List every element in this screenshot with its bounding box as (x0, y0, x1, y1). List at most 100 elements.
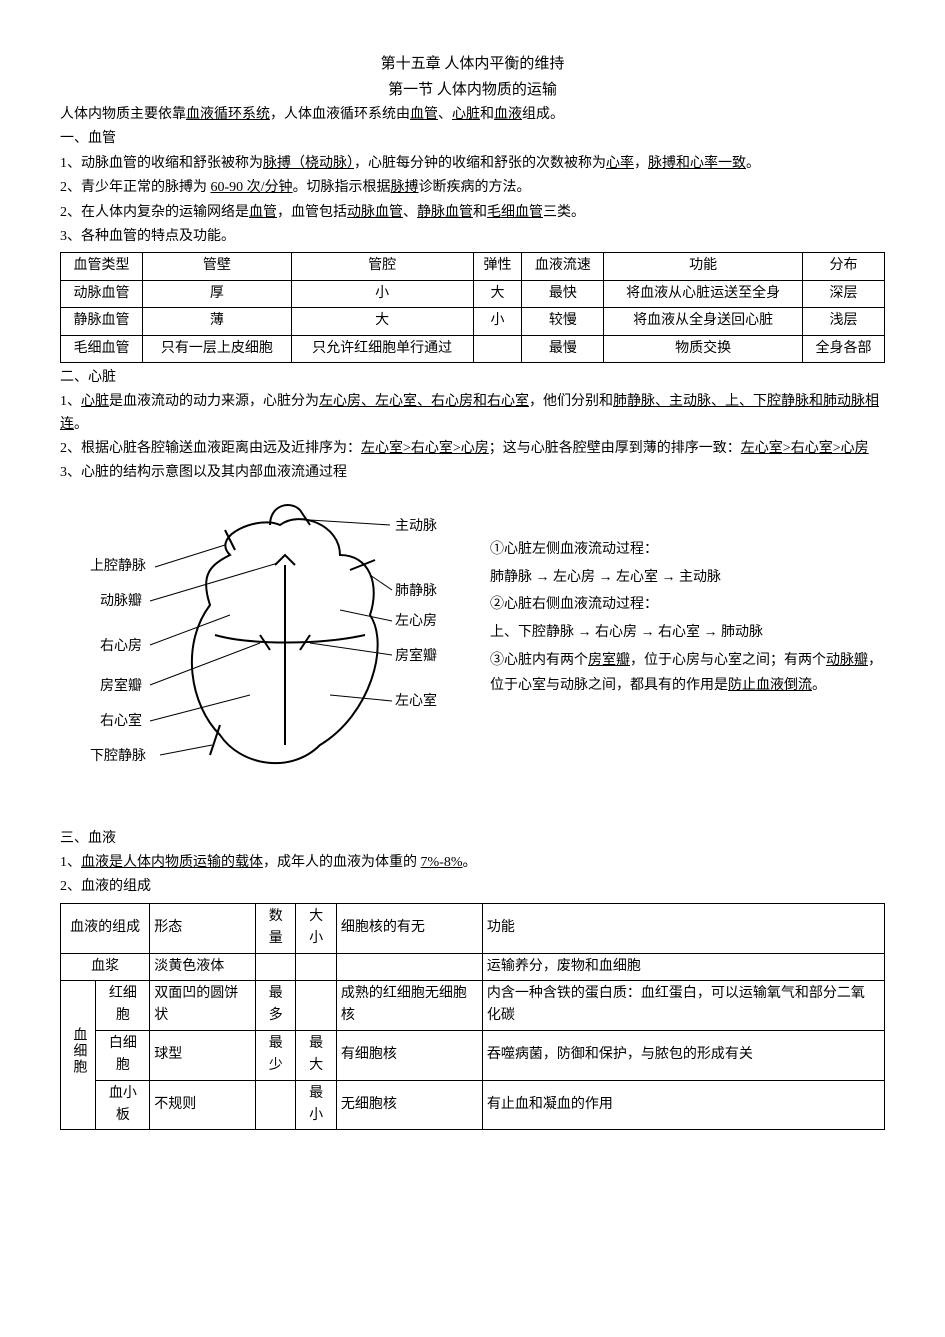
t: ， (634, 156, 648, 171)
flow3: ③心脏内有两个房室瓣，位于心房与心室之间；有两个动脉瓣，位于心室与动脉之间，都具… (490, 648, 885, 698)
td: 淡黄色液体 (150, 953, 256, 980)
td: 大 (291, 308, 473, 335)
t: ，他们分别和 (529, 394, 613, 409)
td: 较慢 (522, 308, 604, 335)
u: 动脉瓣 (826, 653, 868, 668)
t: 主动脉 (679, 570, 721, 585)
u: 血液循环系统 (186, 107, 270, 122)
th: 大小 (296, 903, 336, 953)
arrow-icon: → (536, 568, 550, 584)
t: ，成年人的血液为体重的 (263, 855, 421, 870)
td: 内含一种含铁的蛋白质：血红蛋白，可以运输氧气和部分二氧化碳 (482, 980, 884, 1030)
arrow-icon: → (662, 568, 676, 584)
th: 数量 (255, 903, 295, 953)
td: 双面凹的圆饼状 (150, 980, 256, 1030)
td: 成熟的红细胞无细胞核 (336, 980, 482, 1030)
u: 脉搏（桡动脉） (263, 156, 354, 171)
t: 上、下腔静脉 (490, 625, 574, 640)
td: 有止血和凝血的作用 (482, 1080, 884, 1130)
label-la: 左心房 (395, 613, 437, 629)
arrow-icon: → (704, 623, 718, 639)
sec2-l1: 1、心脏是血液流动的动力来源，心脏分为左心房、左心室、右心房和右心室，他们分别和… (60, 391, 885, 436)
u: 左心室>右心室>心房 (741, 441, 869, 456)
u: 心脏 (81, 394, 109, 409)
t: 肺静脉 (490, 570, 532, 585)
chapter-title: 第十五章 人体内平衡的维持 (60, 52, 885, 76)
label-aorta: 主动脉 (395, 518, 437, 534)
label-ivc: 下腔静脉 (90, 748, 146, 764)
t: ，人体血液循环系统由 (270, 107, 410, 122)
th: 管壁 (143, 253, 292, 280)
td: 吞噬病菌，防御和保护，与脓包的形成有关 (482, 1030, 884, 1080)
table-row: 白细胞 球型 最少 最大 有细胞核 吞噬病菌，防御和保护，与脓包的形成有关 (61, 1030, 885, 1080)
heart-section: 主动脉 上腔静脉 动脉瓣 肺静脉 左心房 右心房 房室瓣 房室瓣 左心室 右心室 (60, 495, 885, 803)
th: 血管类型 (61, 253, 143, 280)
heart-diagram: 主动脉 上腔静脉 动脉瓣 肺静脉 左心房 右心房 房室瓣 房室瓣 左心室 右心室 (60, 495, 480, 803)
u: 左心室>右心室>心房 (361, 441, 489, 456)
sec1-heading: 一、血管 (60, 128, 885, 150)
td: 血浆 (61, 953, 150, 980)
td: 只允许红细胞单行通过 (291, 335, 473, 362)
td: 红细胞 (96, 980, 150, 1030)
u: 血液 (494, 107, 522, 122)
table-row: 动脉血管 厚 小 大 最快 将血液从心脏运送至全身 深层 (61, 280, 885, 307)
label-ra: 右心房 (100, 638, 142, 654)
td: 最少 (255, 1030, 295, 1080)
t: 组成。 (522, 107, 564, 122)
t: 肺动脉 (721, 625, 763, 640)
t: 是血液流动的动力来源，心脏分为 (109, 394, 319, 409)
table-row: 血液的组成 形态 数量 大小 细胞核的有无 功能 (61, 903, 885, 953)
t: ③心脏内有两个 (490, 653, 588, 668)
sec1-l1: 1、动脉血管的收缩和舒张被称为脉搏（桡动脉），心脏每分钟的收缩和舒张的次数被称为… (60, 153, 885, 175)
td: 静脉血管 (61, 308, 143, 335)
th: 细胞核的有无 (336, 903, 482, 953)
td: 薄 (143, 308, 292, 335)
td: 血小板 (96, 1080, 150, 1130)
t: 。 (74, 417, 88, 432)
sec2-l2: 2、根据心脏各腔输送血液距离由远及近排序为：左心室>右心室>心房；这与心脏各腔壁… (60, 438, 885, 460)
td: 物质交换 (604, 335, 803, 362)
flow2-title: ②心脏右侧血液流动过程： (490, 592, 885, 617)
t: 、 (438, 107, 452, 122)
label-avalve: 动脉瓣 (100, 593, 142, 609)
sec2-l3: 3、心脏的结构示意图以及其内部血液流通过程 (60, 462, 885, 484)
t: 右心房 (595, 625, 637, 640)
sec2-heading: 二、心脏 (60, 367, 885, 389)
u: 心脏 (452, 107, 480, 122)
arrow-icon: → (578, 623, 592, 639)
t: 左心室 (616, 570, 658, 585)
table-row: 血小板 不规则 最小 无细胞核 有止血和凝血的作用 (61, 1080, 885, 1130)
u: 血液是人体内物质运输的载体 (81, 855, 263, 870)
td: 将血液从全身送回心脏 (604, 308, 803, 335)
heart-svg-icon: 主动脉 上腔静脉 动脉瓣 肺静脉 左心房 右心房 房室瓣 房室瓣 左心室 右心室 (60, 495, 480, 795)
flow2: 上、下腔静脉 → 右心房 → 右心室 → 肺动脉 (490, 619, 885, 645)
flow1-title: ①心脏左侧血液流动过程： (490, 537, 885, 562)
sec3-l1: 1、血液是人体内物质运输的载体，成年人的血液为体重的 7%-8%。 (60, 852, 885, 874)
arrow-icon: → (599, 568, 613, 584)
th: 分布 (802, 253, 884, 280)
t: 1、 (60, 855, 81, 870)
u: 左心房、左心室、右心房和右心室 (319, 394, 529, 409)
td: 球型 (150, 1030, 256, 1080)
flow1: 肺静脉 → 左心房 → 左心室 → 主动脉 (490, 564, 885, 590)
th: 血液流速 (522, 253, 604, 280)
td: 将血液从心脏运送至全身 (604, 280, 803, 307)
td: 深层 (802, 280, 884, 307)
td: 小 (473, 308, 522, 335)
t: ，血管包括 (277, 205, 347, 220)
td: 无细胞核 (336, 1080, 482, 1130)
t: 2、在人体内复杂的运输网络是 (60, 205, 249, 220)
t: 。 (746, 156, 760, 171)
t: ；这与心脏各腔壁由厚到薄的排序一致： (489, 441, 741, 456)
t: 三类。 (543, 205, 585, 220)
t: 和 (473, 205, 487, 220)
td: 白细胞 (96, 1030, 150, 1080)
td (255, 1080, 295, 1130)
t: 右心室 (658, 625, 700, 640)
t: 2、青少年正常的脉搏为 (60, 180, 211, 195)
label-avv: 房室瓣 (395, 647, 437, 664)
label-rv: 右心室 (100, 712, 142, 729)
th: 管腔 (291, 253, 473, 280)
u: 心率 (606, 156, 634, 171)
td: 最快 (522, 280, 604, 307)
